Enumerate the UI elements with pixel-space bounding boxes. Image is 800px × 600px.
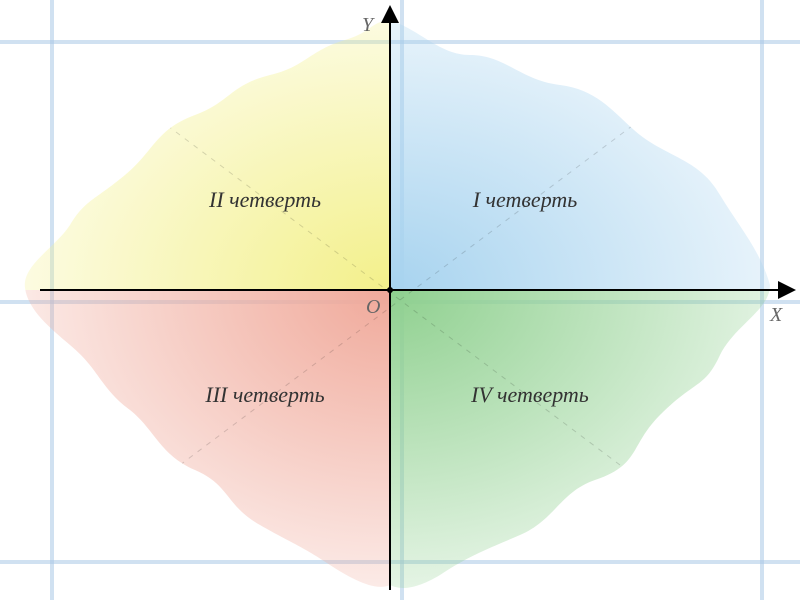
- coordinate-plane-diagram: Y X O I четверть II четверть III четверт…: [0, 0, 800, 600]
- quadrant-4-label: IV четверть: [471, 382, 589, 408]
- x-axis: [40, 289, 778, 291]
- quadrant-2-label: II четверть: [209, 187, 321, 213]
- origin-label: O: [366, 296, 380, 319]
- quadrant-1-label: I четверть: [473, 187, 578, 213]
- y-axis: [389, 12, 391, 590]
- y-axis-arrow-icon: [381, 5, 399, 23]
- quadrant-blob: [0, 0, 800, 600]
- x-axis-arrow-icon: [778, 281, 796, 299]
- y-axis-label: Y: [362, 14, 373, 37]
- x-axis-label: X: [770, 304, 782, 327]
- origin-point: [387, 287, 393, 293]
- quadrant-3-label: III четверть: [205, 382, 324, 408]
